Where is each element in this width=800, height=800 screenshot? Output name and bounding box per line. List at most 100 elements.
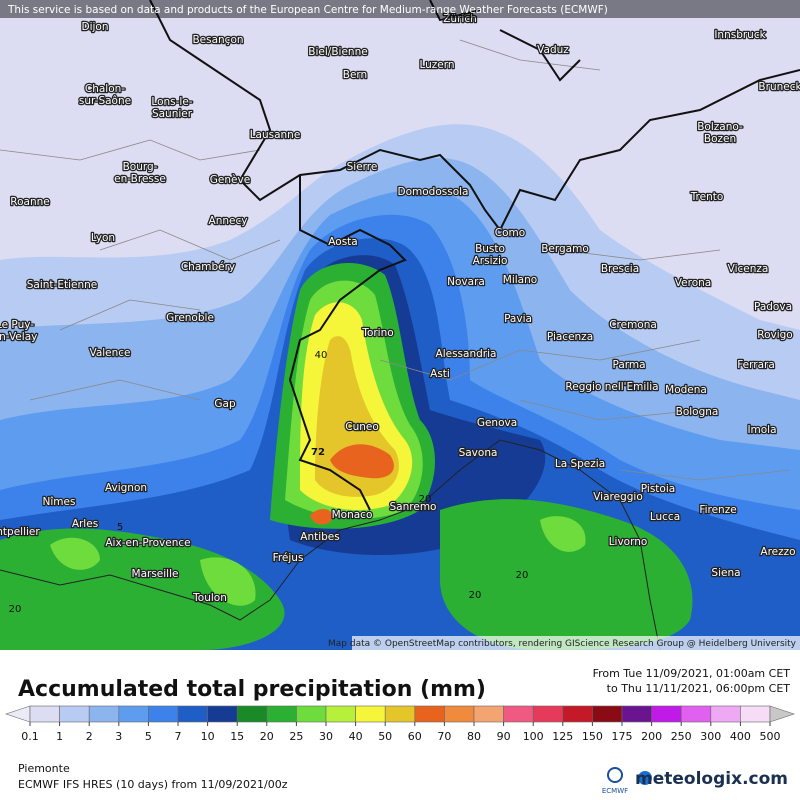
contour-labels: 40 72 20 5 20 20 20 [9, 350, 529, 615]
colorbar-box [473, 705, 504, 723]
period-to: to Thu 11/11/2021, 06:00pm CET [607, 682, 791, 695]
colorbar-box [532, 705, 564, 723]
city-label: Bolzano- [697, 121, 743, 133]
legend-title: Accumulated total precipitation (mm) [18, 677, 486, 702]
period-from: From Tue 11/09/2021, 01:00am CET [593, 667, 791, 680]
city-label: Lausanne [250, 129, 301, 141]
colorbar-label: 1 [56, 730, 63, 743]
city-label: Modena [665, 384, 707, 396]
city-label: Firenze [699, 504, 736, 516]
colorbar-box [562, 705, 593, 723]
city-label: Genève [210, 174, 250, 186]
city-label: Arles [72, 518, 98, 530]
ecmwf-label: ECMWF [602, 787, 628, 795]
city-label: Sierre [347, 161, 378, 173]
colorbar-label: 175 [612, 730, 633, 743]
colorbar-box [296, 705, 327, 723]
city-label: Siena [711, 567, 740, 579]
city-label: Luzern [419, 59, 454, 71]
city-label: Domodossola [398, 186, 469, 198]
city-label: Nîmes [43, 496, 76, 508]
city-label: Ferrara [737, 359, 775, 371]
colorbar-label: 10 [201, 730, 215, 743]
city-label: Lucca [650, 511, 680, 523]
brand-logo [638, 771, 652, 785]
city-label: Besançon [192, 34, 243, 46]
city-label: Genova [477, 417, 517, 429]
city-label: Cuneo [345, 421, 379, 433]
city-label: Antibes [300, 531, 339, 543]
city-label: Bozen [704, 133, 736, 145]
city-label: Reggio nell'Emilia [565, 381, 658, 393]
city-label: Savona [459, 447, 498, 459]
contour-label: 72 [311, 447, 325, 458]
city-label: Bern [343, 69, 367, 81]
colorbar-label: 300 [700, 730, 721, 743]
brand: meteologix.com [635, 769, 788, 789]
city-label: Lyon [91, 232, 115, 244]
region-borders [0, 39, 791, 481]
city-label: Piacenza [547, 331, 593, 343]
city-label: Como [495, 227, 525, 239]
colorbar-box [29, 705, 60, 723]
city-label: Aix-en-Provence [105, 537, 190, 549]
colorbar-box [621, 705, 652, 723]
colorbar: 0.1 1 2 3 5 7 10 15 20 25 30 40 50 60 70 80 90 100 125 150 1… [5, 705, 795, 743]
attribution-bar [352, 636, 800, 650]
colorbar-label: 200 [641, 730, 662, 743]
city-label: Annecy [209, 215, 248, 227]
colorbar-box [710, 705, 741, 723]
colorbar-label: 80 [467, 730, 481, 743]
city-label: Alessandria [436, 348, 497, 360]
city-label: Aosta [328, 236, 357, 248]
city-label: Cremona [609, 319, 657, 331]
colorbar-label: 500 [760, 730, 781, 743]
city-label: Monaco [332, 509, 373, 521]
colorbar-box [59, 705, 90, 723]
legend: Accumulated total precipitation (mm) Fro… [5, 667, 795, 795]
colorbar-box [177, 705, 208, 723]
city-label: Biel/Bienne [308, 46, 367, 58]
city-label: Chambéry [181, 261, 235, 273]
colorbar-box [88, 705, 120, 723]
city-label: Asti [430, 368, 450, 380]
city-label: Gap [214, 398, 236, 410]
city-label: Busto [475, 243, 505, 255]
city-label: Viareggio [593, 491, 643, 503]
colorbar-box [148, 705, 179, 723]
contour-label: 20 [469, 590, 482, 601]
colorbar-label: 100 [523, 730, 544, 743]
colorbar-box [236, 705, 268, 723]
city-label: Marseille [132, 568, 179, 580]
city-label: Torino [361, 327, 393, 339]
precip-area [310, 508, 333, 525]
colorbar-label: 2 [86, 730, 93, 743]
city-label: Bologna [676, 406, 719, 418]
colorbar-box [651, 705, 682, 723]
country-borders [149, 0, 800, 511]
city-label: Vicenza [728, 263, 769, 275]
colorbar-box [680, 705, 712, 723]
attribution: Map data © OpenStreetMap contributors, r… [328, 639, 797, 649]
colorbar-label: 50 [378, 730, 392, 743]
city-label: en-Bresse [114, 173, 166, 185]
colorbar-label: 125 [552, 730, 573, 743]
city-label: Vaduz [537, 44, 569, 56]
city-label: Zürich [443, 13, 477, 25]
colorbar-label: 400 [730, 730, 751, 743]
contour-label: 20 [516, 570, 529, 581]
model-info: ECMWF IFS HRES (10 days) from 11/09/2021… [18, 778, 288, 791]
contour-label: 20 [419, 494, 432, 505]
colorbar-box [592, 705, 623, 723]
city-label: Le Puy- [0, 319, 34, 331]
colorbar-label: 40 [349, 730, 363, 743]
colorbar-label: 90 [497, 730, 511, 743]
coastline [0, 439, 661, 651]
city-label: Brescia [601, 263, 639, 275]
city-label: ntpellier [0, 526, 40, 538]
city-label: Dijon [82, 21, 109, 33]
city-label: Lons-le- [151, 96, 192, 108]
city-label: Bourg- [123, 161, 158, 173]
city-label: sur-Saône [79, 95, 131, 107]
city-label: Chalon- [85, 83, 125, 95]
